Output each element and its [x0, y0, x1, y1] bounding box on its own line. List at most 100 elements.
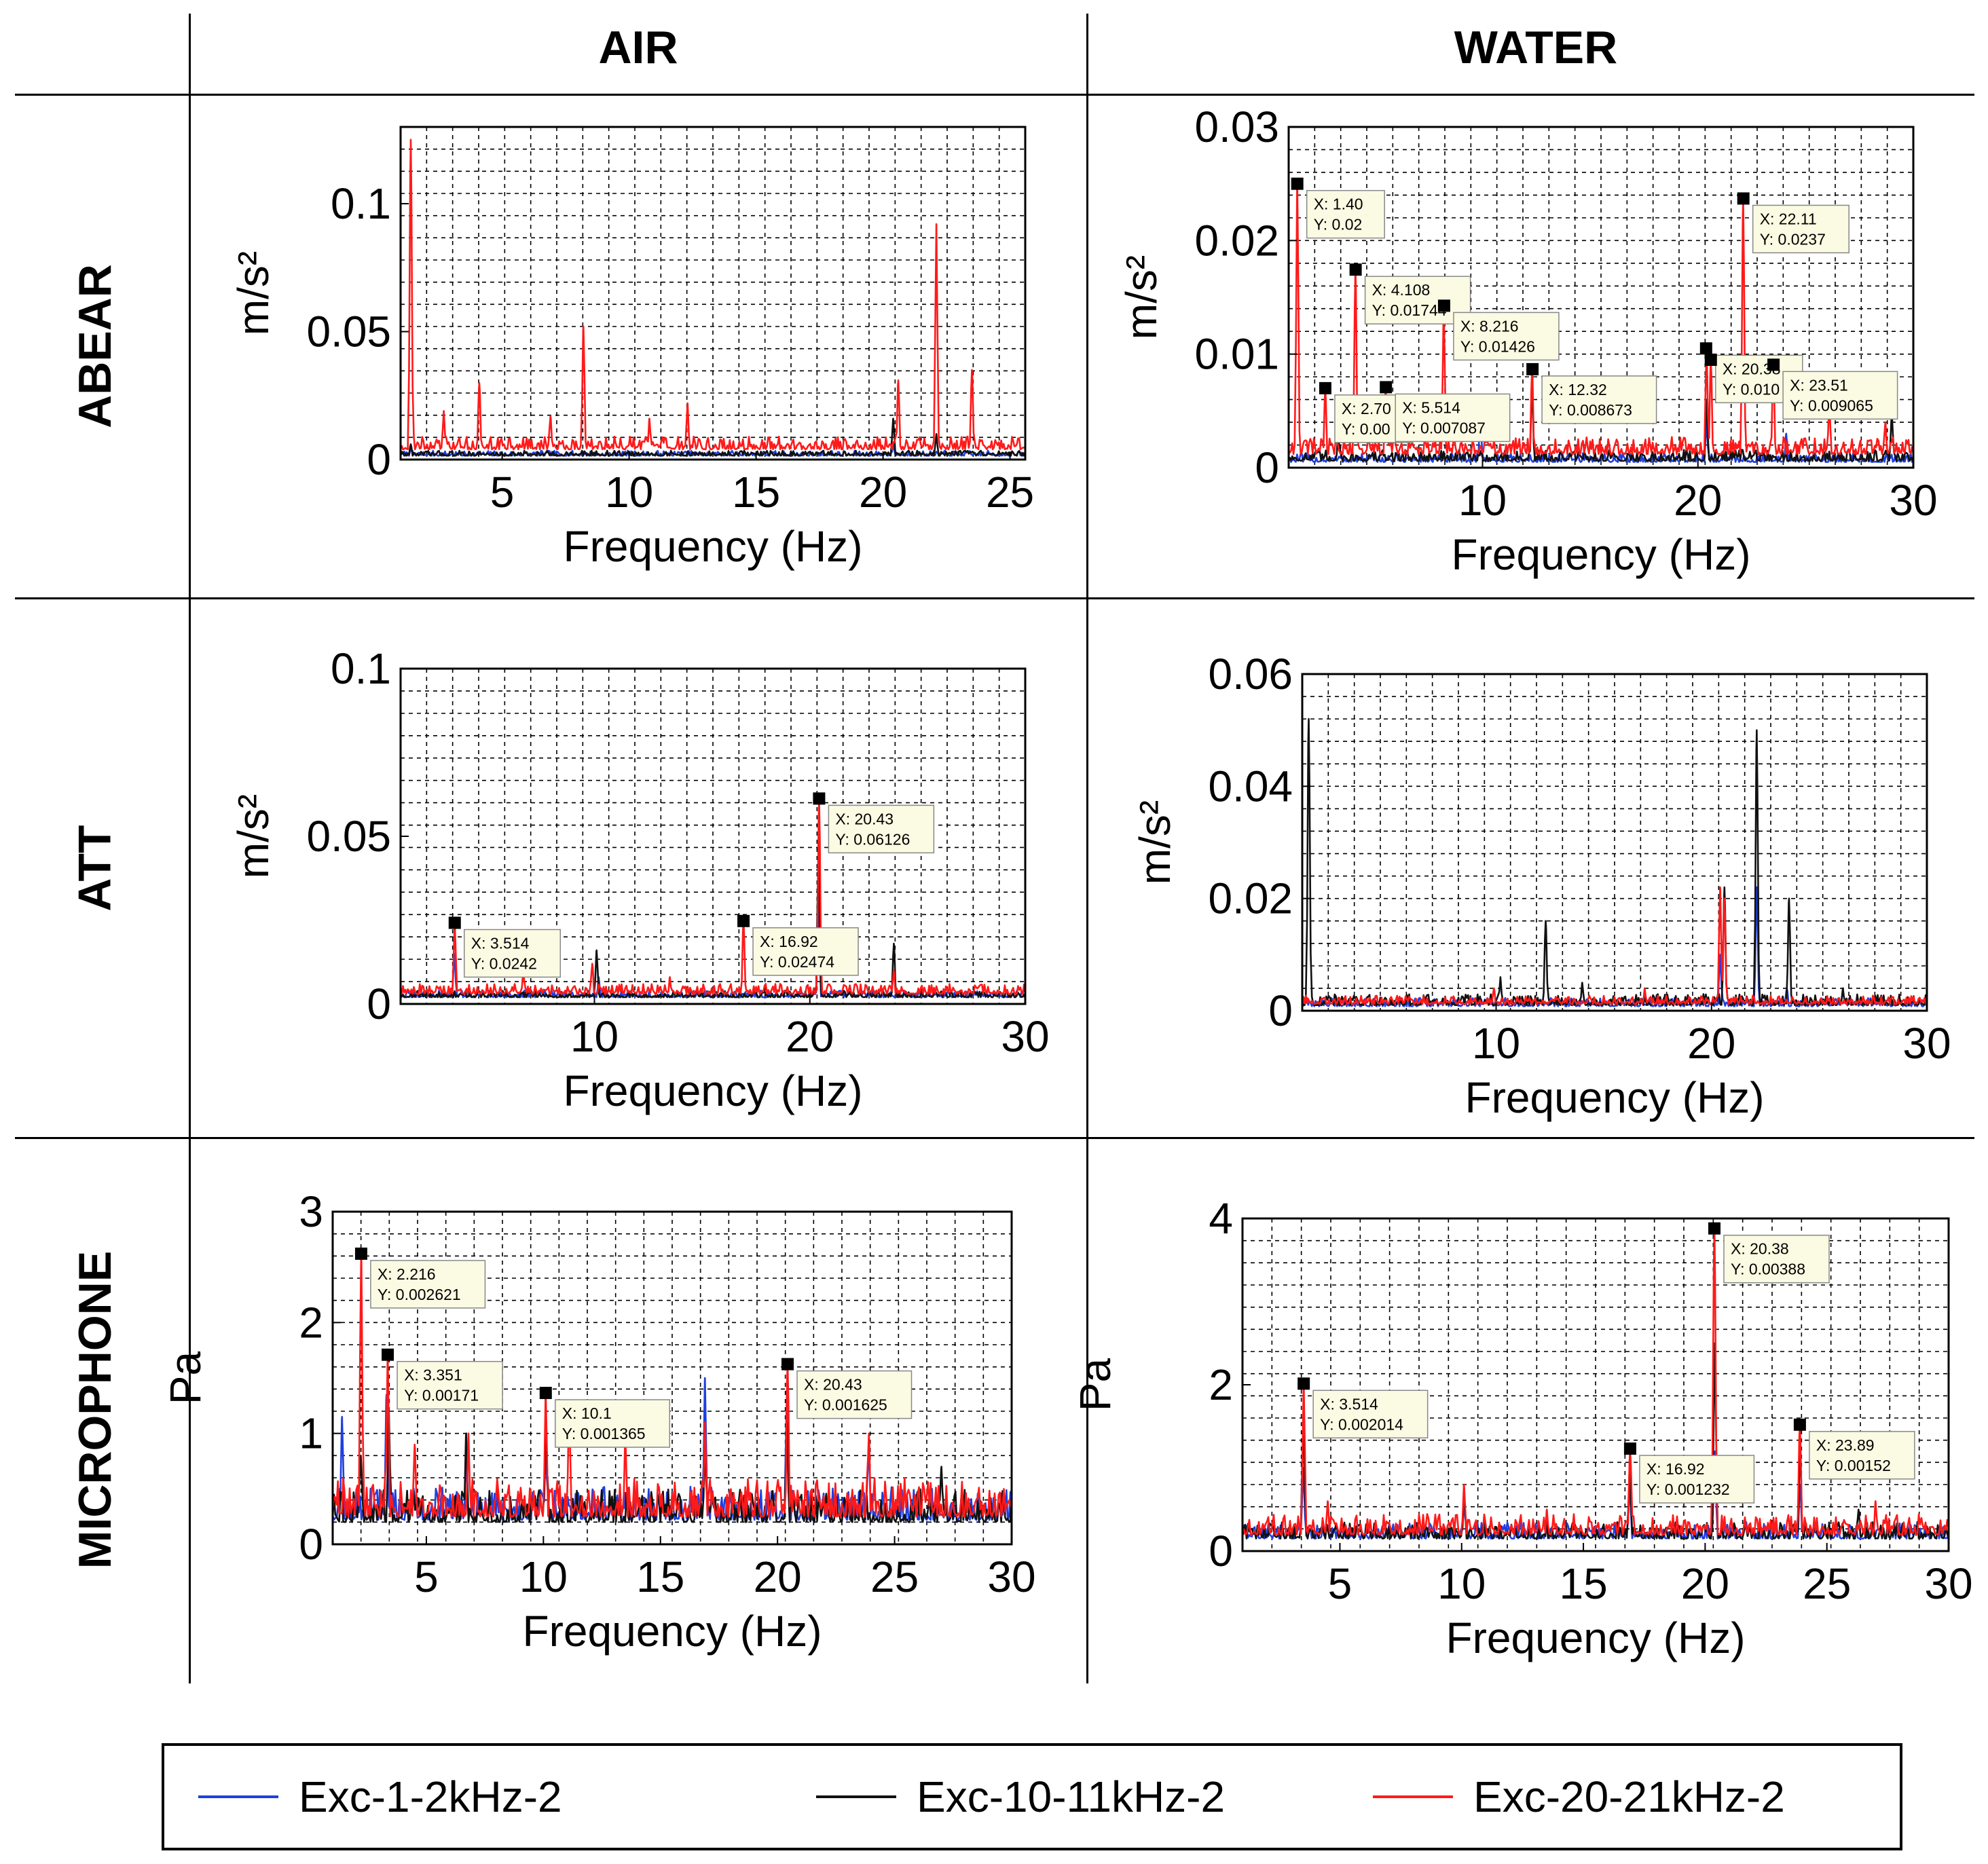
chart-att-air: X: 3.514 Y: 0.0242 X: 16.92 Y: 0.02474 X: 20…	[229, 644, 1050, 1115]
datatip-box	[1541, 375, 1657, 424]
y-axis-label: m/s²	[229, 251, 278, 335]
datatip-x: X: 5.514	[1402, 398, 1460, 416]
x-axis-label: Frequency (Hz)	[564, 1066, 863, 1115]
y-axis-label: Pa	[161, 1351, 210, 1404]
series-line-2	[399, 138, 1026, 451]
datatip-box	[397, 1360, 503, 1410]
datatip-box	[370, 1260, 486, 1309]
legend: Exc-1-2kHz-2 Exc-10-11kHz-2 Exc-20-21kHz…	[162, 1743, 1902, 1850]
chart-att-water: 10 20 30 0 0.02 0.04 0.06 Frequency (Hz) m/s²	[1130, 650, 1951, 1122]
datatip-box	[1809, 1431, 1915, 1480]
y-tick-label: 0.01	[1194, 330, 1279, 379]
datatip-y: Y: 0.00171	[404, 1387, 479, 1404]
y-tick-label: 0	[1255, 443, 1279, 492]
y-tick-label: 0.04	[1208, 762, 1293, 810]
data-marker	[448, 916, 461, 929]
x-tick-label: 10	[605, 468, 653, 517]
data-marker	[382, 1348, 394, 1361]
datatip-y: Y: 0.009065	[1790, 396, 1873, 414]
x-tick-label: 10	[519, 1552, 568, 1601]
data-marker	[1737, 192, 1750, 205]
chart-abear-water: X: 1.40 Y: 0.02 X: 2.70 Y: 0.00 X: 4.108 Y: 0…	[1117, 102, 1938, 579]
y-tick-label: 2	[299, 1298, 323, 1347]
x-axis-label: Frequency (Hz)	[1452, 530, 1751, 579]
plot-area: X: 2.216 Y: 0.002621 X: 3.351 Y: 0.00171 X: …	[161, 1187, 1036, 1656]
series-line-2	[331, 1252, 1013, 1518]
x-tick-label: 10	[1472, 1019, 1520, 1068]
x-axis-label: Frequency (Hz)	[523, 1607, 822, 1656]
data-marker	[1767, 358, 1780, 371]
datatip-y: Y: 0.01426	[1460, 337, 1535, 355]
row-header-att: ATT	[0, 599, 190, 1137]
plot-area: X: 3.514 Y: 0.0242 X: 16.92 Y: 0.02474 X: 20…	[229, 644, 1050, 1115]
data-marker	[1291, 177, 1304, 190]
datatip-x: X: 10.1	[562, 1404, 612, 1422]
datatip-x: X: 3.514	[471, 934, 530, 952]
y-tick-label: 4	[1209, 1194, 1233, 1243]
x-tick-label: 20	[754, 1552, 802, 1601]
datatip-y: Y: 0.007087	[1402, 419, 1486, 436]
series-line-1	[401, 852, 1027, 999]
datatip-x: X: 16.92	[1646, 1460, 1705, 1478]
legend-label-exc-20-21khz: Exc-20-21kHz-2	[1473, 1772, 1785, 1821]
plot-area: X: 1.40 Y: 0.02 X: 2.70 Y: 0.00 X: 4.108 Y: 0…	[1117, 102, 1938, 579]
grid-hline-1	[15, 94, 1974, 96]
x-tick-label: 10	[1458, 476, 1507, 525]
series-line-2	[1242, 1227, 1950, 1535]
x-axis-label: Frequency (Hz)	[564, 522, 863, 571]
x-tick-label: 5	[414, 1552, 439, 1601]
y-axis-label: Pa	[1071, 1358, 1120, 1411]
data-marker	[1708, 1222, 1721, 1235]
x-tick-label: 30	[1902, 1019, 1951, 1068]
x-tick-label: 25	[1803, 1559, 1851, 1608]
datatip-y: Y: 0.0237	[1760, 230, 1826, 248]
series-line-2	[400, 798, 1027, 995]
grid-vline-mid	[1086, 14, 1088, 1683]
data-marker	[1699, 342, 1712, 355]
x-axis-label: Frequency (Hz)	[1465, 1073, 1765, 1122]
x-axis-label: Frequency (Hz)	[1446, 1614, 1746, 1662]
datatip-box	[1782, 371, 1898, 420]
data-marker	[781, 1358, 794, 1371]
datatip-box	[1364, 276, 1471, 324]
datatip-y: Y: 0.0242	[471, 954, 537, 972]
data-marker	[1704, 354, 1717, 367]
datatip-box	[1723, 1234, 1830, 1284]
data-marker	[354, 1247, 367, 1260]
datatip-box	[828, 804, 935, 854]
datatip-box	[796, 1370, 913, 1419]
datatip-y: Y: 0.002014	[1320, 1415, 1403, 1433]
y-tick-label: 0.1	[331, 179, 391, 228]
series-line-1	[331, 1410, 1013, 1523]
row-header-microphone-label: MICROPHONE	[69, 1250, 121, 1569]
x-tick-label: 30	[1889, 476, 1937, 525]
plot-area: 5 10 15 20 25 0 0.05 0.1 Frequency (Hz) m/s²	[229, 126, 1034, 571]
datatip-x: X: 16.92	[760, 933, 818, 950]
x-tick-label: 30	[1924, 1559, 1972, 1608]
legend-swatch-red	[1373, 1795, 1453, 1798]
series-line-1	[399, 417, 1027, 457]
y-tick-label: 0.02	[1194, 216, 1279, 265]
x-tick-label: 15	[1559, 1559, 1607, 1608]
datatip-box	[1453, 312, 1560, 361]
x-tick-label: 25	[986, 468, 1034, 517]
legend-swatch-black	[816, 1795, 896, 1798]
datatip-box	[1395, 393, 1511, 443]
data-marker	[737, 914, 750, 927]
datatip-y: Y: 0.00388	[1731, 1261, 1805, 1278]
data-marker	[813, 792, 826, 805]
datatip-x: X: 23.51	[1790, 376, 1848, 394]
x-tick-label: 10	[1437, 1559, 1486, 1608]
datatip-box	[555, 1399, 671, 1448]
plot-frame	[1301, 673, 1928, 1012]
y-tick-label: 0.03	[1194, 102, 1279, 151]
row-header-att-label: ATT	[69, 824, 121, 912]
datatip-x: X: 2.70	[1342, 400, 1391, 417]
plot-frame	[331, 1210, 1013, 1546]
plot-area: 10 20 30 0 0.02 0.04 0.06 Frequency (Hz) m/s²	[1130, 650, 1951, 1122]
datatip-y: Y: 0.002621	[378, 1286, 461, 1303]
grid	[401, 127, 1025, 460]
data-marker	[1319, 381, 1331, 394]
y-tick-label: 0.02	[1208, 874, 1293, 923]
x-tick-label: 25	[870, 1552, 919, 1601]
